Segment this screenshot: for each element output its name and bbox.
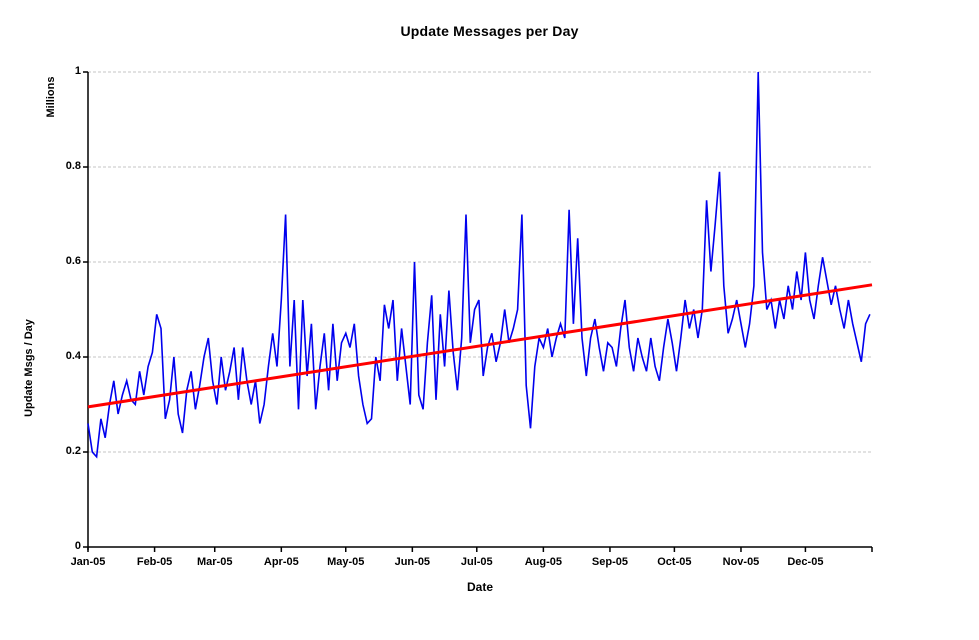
x-axis-title: Date [466,580,493,594]
x-tick-label: Mar-05 [196,556,233,568]
x-tick-label: Apr-05 [263,556,299,568]
daily-series-line [87,71,871,459]
trend-line [87,283,873,409]
chart-title: Update Messages per Day [400,23,579,39]
x-tick-label: Dec-05 [787,556,824,568]
y-tick-label: 0.2 [65,445,81,457]
x-tick-label: Sep-05 [591,556,628,568]
x-tick-label: Jun-05 [394,556,431,568]
y-tick-label: 1 [74,65,81,77]
y-tick-label: 0.4 [65,350,81,362]
y-tick-label: 0.6 [65,255,81,267]
x-tick-label: Feb-05 [136,556,173,568]
x-tick-label: Jul-05 [460,556,493,568]
x-tick-label: May-05 [327,556,365,568]
y-tick-label: 0.8 [65,160,81,172]
y-tick-label: 0 [74,540,81,552]
x-tick-label: Jan-05 [70,556,106,568]
x-tick-label: Oct-05 [657,556,692,568]
x-tick-label: Aug-05 [524,556,562,568]
x-tick-label: Nov-05 [722,556,760,568]
